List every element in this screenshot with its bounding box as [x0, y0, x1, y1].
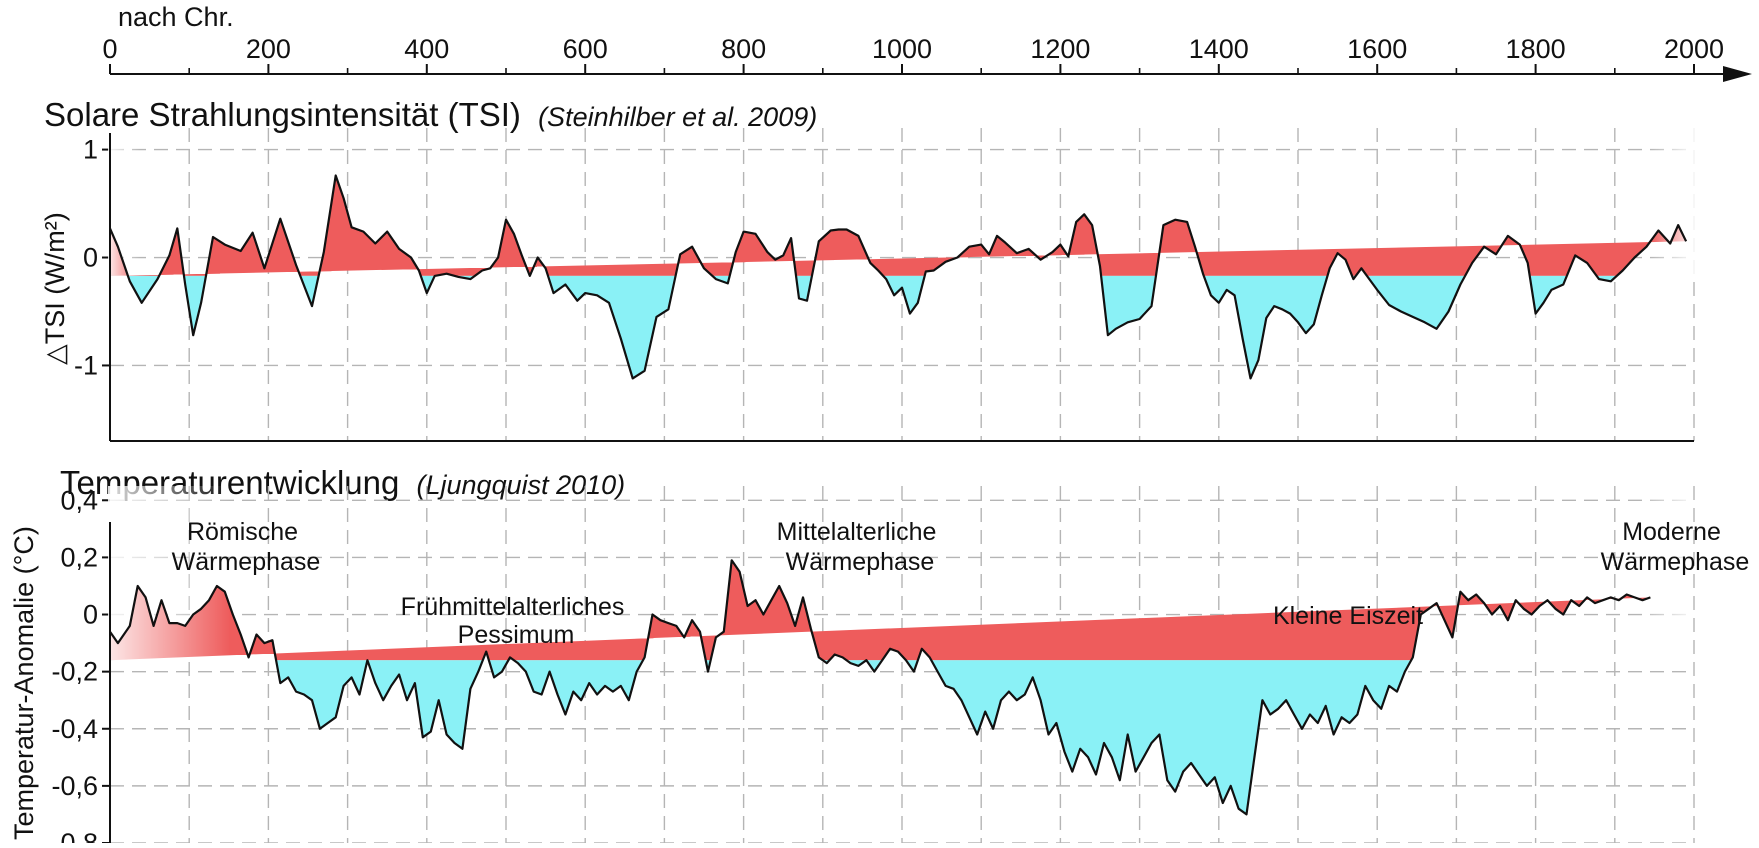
tsi-y-axis-label: △TSI (W/m²) [40, 212, 70, 365]
y-tick-label: -0,2 [51, 657, 98, 687]
y-tick-label: -0,4 [51, 714, 98, 744]
annotation-modern-warm-period: Moderne Wärmephase [1601, 518, 1750, 576]
x-axis-arrow [1723, 66, 1752, 82]
y-tick-label: -0,6 [51, 771, 98, 801]
x-axis-caption: nach Chr. [118, 2, 234, 32]
x-tick-label: 1600 [1347, 34, 1407, 64]
cool-anomaly-area [110, 275, 1617, 379]
x-tick-label: 1800 [1506, 34, 1566, 64]
warm-anomaly-area [110, 560, 1651, 661]
tsi-plot: 1 0 -1 [74, 128, 1696, 441]
y-tick-label: 0,4 [60, 485, 98, 515]
temperature-panel: Temperaturentwicklung (Ljungquist 2010) … [9, 464, 1750, 848]
x-tick-label: 0 [102, 34, 117, 64]
x-tick-label: 600 [563, 34, 608, 64]
annotation-medieval-warm-period: Mittelalterliche Wärmephase [777, 518, 944, 576]
x-tick-label: 1400 [1189, 34, 1249, 64]
x-tick-label: 1000 [872, 34, 932, 64]
y-tick-label: 1 [83, 135, 98, 165]
annotation-little-ice-age: Kleine Eiszeit [1273, 602, 1423, 630]
temperature-panel-title: Temperaturentwicklung (Ljungquist 2010) [60, 464, 625, 501]
fade-left [108, 486, 268, 661]
y-tick-label: 0 [83, 243, 98, 273]
y-tick-label: 0,2 [60, 542, 98, 572]
cool-anomaly-area [276, 660, 1412, 815]
top-x-axis: nach Chr. 0 200 400 600 800 1000 1200 1400 1600 1… [102, 2, 1752, 82]
y-tick-label: -0,8 [51, 828, 98, 843]
annotation-roman-warm-period: Römische Wärmephase [172, 518, 321, 576]
temperature-citation: (Ljungquist 2010) [417, 470, 626, 500]
fade-right [1610, 486, 1693, 661]
warm-anomaly-area [110, 175, 1687, 276]
fade-right [1614, 128, 1696, 276]
temperature-y-axis-label: Temperatur-Anomalie (°C) [9, 526, 39, 840]
x-ticks: 0 200 400 600 800 1000 1200 1400 1600 1800 2000 [102, 34, 1724, 74]
x-tick-label: 200 [246, 34, 291, 64]
tsi-panel-title: Solare Strahlungsintensität (TSI) (Stein… [44, 96, 817, 133]
y-tick-label: 0 [83, 600, 98, 630]
x-tick-label: 1200 [1030, 34, 1090, 64]
tsi-title-text: Solare Strahlungsintensität (TSI) [44, 96, 521, 133]
fade-left [108, 128, 268, 276]
y-tick-label: -1 [74, 350, 98, 380]
x-tick-label: 800 [721, 34, 766, 64]
period-annotations: Römische Wärmephase Frühmittelalterliche… [172, 518, 1750, 649]
tsi-citation: (Steinhilber et al. 2009) [538, 102, 817, 132]
series-line [109, 559, 1651, 816]
tsi-panel: Solare Strahlungsintensität (TSI) (Stein… [40, 96, 1696, 442]
series-line [108, 174, 1688, 380]
x-tick-label: 2000 [1664, 34, 1724, 64]
annotation-early-medieval-pessimum: Frühmittelalterliches Pessimum [401, 593, 632, 649]
x-tick-label: 400 [404, 34, 449, 64]
temperature-plot: 0,4 0,2 0 -0,2 -0,4 -0,6 -0,8 [51, 485, 1695, 848]
